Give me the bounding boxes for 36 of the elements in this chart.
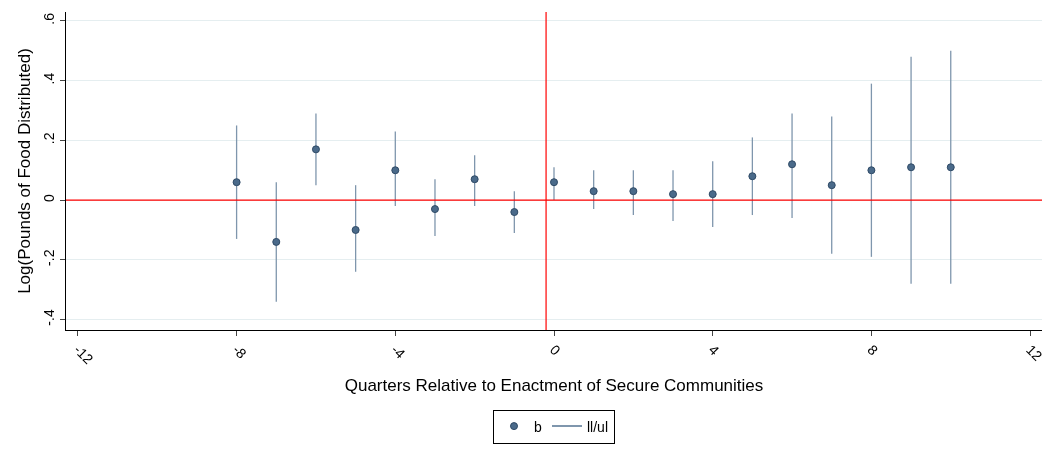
point [708,190,717,199]
x-tick-label: -12 [70,341,97,368]
legend-label: ll/ul [587,418,609,435]
point [946,163,955,172]
point [907,163,916,172]
point [470,175,479,184]
y-tick-label: .6 [41,12,58,25]
point [788,160,797,169]
y-tick-label: -.2 [41,249,58,266]
point [510,208,519,217]
point [391,166,400,175]
y-tick-label: .4 [41,72,58,85]
point [311,145,320,154]
point [272,237,281,246]
point [867,166,876,175]
x-axis-title: Quarters Relative to Enactment of Secure Communities [344,375,764,395]
point [589,187,598,196]
x-tick-label: 4 [705,341,723,359]
point [550,178,558,187]
point [351,225,360,234]
point [430,205,439,214]
y-tick-label: 0 [41,193,58,202]
point [669,190,678,199]
x-tick-label: -4 [388,341,409,362]
point [629,187,638,196]
x-tick-label: 8 [864,341,882,359]
point [232,178,241,187]
x-tick-label: 0 [546,341,564,359]
y-axis-title: Log(Pounds of Food Distributed) [14,48,34,294]
y-tick-label: -.4 [41,309,58,326]
point [827,181,836,190]
point [748,172,757,181]
legend-label: b [534,418,542,435]
x-tick-label: 12 [1023,341,1046,365]
y-tick-label: .2 [41,132,58,145]
x-tick-label: -8 [229,341,250,362]
